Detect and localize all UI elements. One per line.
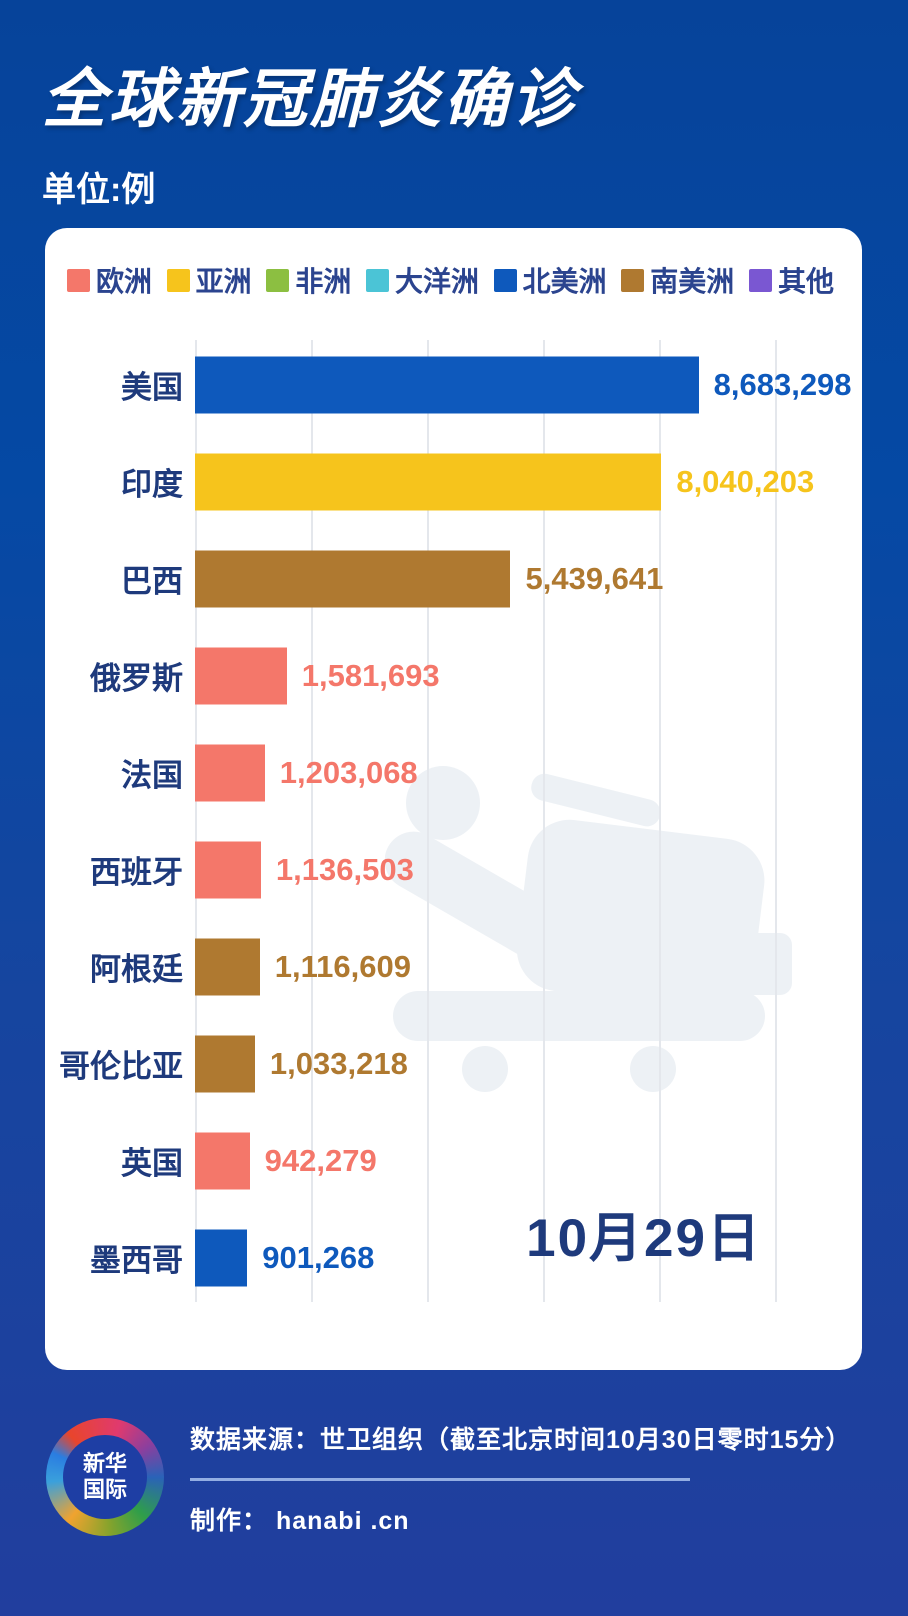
legend-swatch: [266, 268, 290, 292]
legend-item: 欧洲: [67, 260, 152, 300]
chart-legend: 欧洲 亚洲 非洲 大洋洲 北美洲 南美洲 其他: [67, 260, 834, 300]
legend-label: 亚洲: [195, 266, 252, 297]
bar-value: 5,439,641: [525, 560, 664, 596]
legend-item: 南美洲: [621, 260, 734, 300]
page-title: 全球新冠肺炎确诊: [42, 63, 578, 135]
legend-swatch: [621, 268, 645, 292]
bar-track: 8,683,298: [195, 336, 852, 433]
data-source-text: 数据来源：世卫组织（截至北京时间10月30日零时15分）: [190, 1426, 852, 1454]
legend-swatch: [166, 268, 190, 292]
bar-value: 901,268: [262, 1239, 375, 1275]
bar-value: 1,136,503: [275, 851, 414, 887]
bar: [195, 1229, 248, 1286]
bar-track: 1,581,693: [195, 627, 775, 724]
country-label: 美国: [121, 370, 183, 405]
bar: [195, 356, 699, 413]
bar: [195, 1035, 255, 1092]
country-label: 巴西: [121, 564, 183, 599]
country-label: 俄罗斯: [90, 661, 183, 696]
bar: [195, 550, 511, 607]
chart-row: 阿根廷 1,116,609: [45, 918, 862, 1015]
legend-label: 大洋洲: [394, 266, 479, 297]
chart-row: 英国 942,279: [45, 1112, 862, 1209]
legend-label: 南美洲: [650, 266, 735, 297]
footer-divider: [190, 1478, 690, 1481]
maker-text: 制作： hanabi .cn: [190, 1507, 410, 1535]
date-annotation: 10月29日: [526, 1209, 762, 1268]
bar-value: 8,683,298: [713, 366, 852, 402]
bar-track: 1,203,068: [195, 724, 775, 821]
chart-row: 西班牙 1,136,503: [45, 821, 862, 918]
chart-row: 巴西 5,439,641: [45, 530, 862, 627]
country-label: 西班牙: [90, 855, 183, 890]
chart-row: 墨西哥 901,268: [45, 1209, 862, 1306]
legend-swatch: [67, 268, 90, 292]
country-label: 哥伦比亚: [59, 1049, 183, 1084]
gridline: [195, 340, 197, 1302]
country-label: 阿根廷: [90, 952, 183, 987]
bar: [195, 938, 260, 995]
bar-track: 5,439,641: [195, 530, 775, 627]
bar: [195, 841, 261, 898]
gridline: [427, 340, 429, 1302]
chart-row: 哥伦比亚 1,033,218: [45, 1015, 862, 1112]
legend-swatch: [365, 268, 389, 292]
bar: [195, 744, 265, 801]
gridline: [775, 340, 777, 1302]
bar-value: 1,033,218: [269, 1045, 408, 1081]
chart-rows: 美国 8,683,298 印度 8,040,203 巴西 5,439,641 俄…: [45, 336, 862, 1306]
legend-swatch: [493, 268, 517, 292]
bar-track: 942,279: [195, 1112, 775, 1209]
chart-plot-area: 美国 8,683,298 印度 8,040,203 巴西 5,439,641 俄…: [45, 336, 862, 1306]
gridline: [311, 340, 313, 1302]
chart-row: 法国 1,203,068: [45, 724, 862, 821]
bar-value: 8,040,203: [676, 463, 815, 499]
chart-row: 俄罗斯 1,581,693: [45, 627, 862, 724]
chart-row: 印度 8,040,203: [45, 433, 862, 530]
hospital-bed-icon: [385, 766, 792, 1092]
country-label: 法国: [121, 758, 183, 793]
legend-label: 北美洲: [522, 266, 607, 297]
bar-track: 8,040,203: [195, 433, 814, 530]
unit-label: 单位:例: [42, 171, 156, 209]
chart-row: 美国 8,683,298: [45, 336, 862, 433]
bar: [195, 1132, 250, 1189]
gridlines: [195, 340, 777, 1302]
country-label: 英国: [121, 1146, 183, 1181]
logo-text: 新华 国际: [82, 1451, 127, 1502]
header: 全球新冠肺炎确诊 单位:例: [42, 48, 578, 211]
gridline: [543, 340, 545, 1302]
bar: [195, 647, 287, 704]
bar-track: 1,136,503: [195, 821, 775, 918]
country-label: 印度: [121, 467, 183, 502]
xinhua-international-logo: 新华 国际: [46, 1418, 164, 1536]
bar-track: 1,033,218: [195, 1015, 775, 1112]
legend-label: 其他: [777, 266, 834, 297]
bar-value: 942,279: [264, 1142, 377, 1178]
footer: 新华 国际 数据来源：世卫组织（截至北京时间10月30日零时15分） 制作： h…: [0, 1390, 908, 1616]
gridline: [659, 340, 661, 1302]
legend-swatch: [748, 268, 772, 292]
bar-track: 901,268: [195, 1209, 775, 1306]
bar-value: 1,203,068: [279, 754, 418, 790]
bar-value: 1,116,609: [274, 948, 411, 984]
legend-item: 大洋洲: [365, 260, 479, 300]
legend-item: 北美洲: [493, 260, 607, 300]
chart-card: 欧洲 亚洲 非洲 大洋洲 北美洲 南美洲 其他: [45, 228, 862, 1370]
bar: [195, 453, 662, 510]
country-label: 墨西哥: [90, 1243, 183, 1278]
bar-value: 1,581,693: [301, 657, 440, 693]
legend-item: 其他: [748, 260, 834, 300]
bar-track: 1,116,609: [195, 918, 775, 1015]
legend-label: 非洲: [295, 266, 352, 297]
legend-label: 欧洲: [96, 266, 153, 297]
legend-item: 亚洲: [166, 260, 252, 300]
legend-item: 非洲: [266, 260, 351, 300]
